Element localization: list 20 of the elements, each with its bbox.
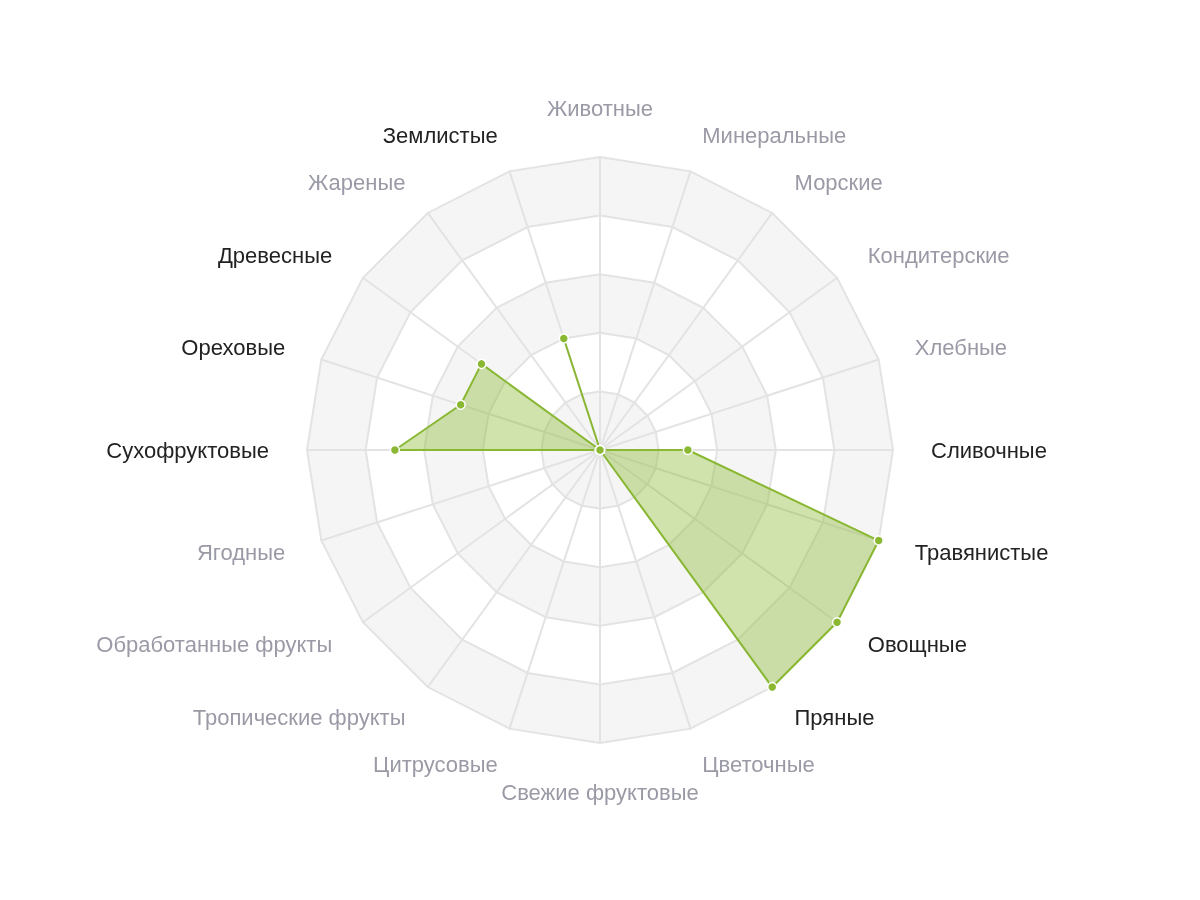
spoke-label: Пряные — [794, 705, 875, 731]
spoke-label: Обработанные фрукты — [96, 632, 333, 658]
spoke-label: Цитрусовые — [373, 752, 498, 778]
spoke-label: Морские — [794, 169, 883, 195]
spoke-label: Травянистые — [914, 539, 1049, 565]
spoke-label: Сливочные — [931, 437, 1047, 463]
spoke-label: Землистые — [382, 122, 498, 148]
spoke-label: Кондитерские — [867, 242, 1010, 268]
spoke-label: Свежие фруктовые — [501, 779, 699, 805]
spoke-label: Минеральные — [702, 122, 847, 148]
spoke-label: Сухофруктовые — [106, 437, 269, 463]
spoke-label: Хлебные — [914, 335, 1008, 361]
spoke-label: Ореховые — [181, 335, 286, 361]
spoke-label: Тропические фрукты — [192, 705, 406, 731]
spoke-label: Цветочные — [702, 752, 815, 778]
spoke-label: Животные — [546, 95, 654, 121]
spoke-label: Ягодные — [196, 539, 286, 565]
spoke-label: Овощные — [867, 632, 967, 658]
spoke-label: Жареные — [307, 169, 406, 195]
spoke-label: Древесные — [217, 242, 333, 268]
